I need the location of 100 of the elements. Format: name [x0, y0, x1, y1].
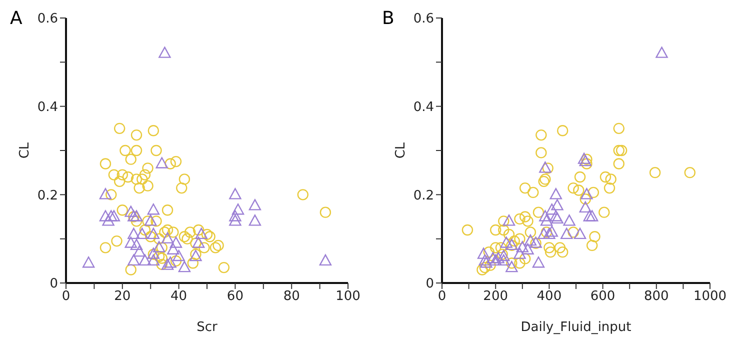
point — [495, 242, 507, 254]
point — [116, 204, 128, 216]
point — [124, 236, 137, 248]
point — [551, 212, 564, 224]
point — [167, 243, 180, 254]
point — [148, 125, 160, 136]
point — [128, 254, 140, 266]
point — [479, 262, 490, 274]
point — [500, 236, 512, 248]
point — [182, 233, 193, 244]
y-tick-label: 0.2 — [413, 188, 434, 204]
point — [522, 243, 534, 254]
point — [99, 210, 112, 222]
point — [150, 216, 162, 227]
y-axis-title: CL — [18, 142, 33, 159]
point — [139, 224, 151, 236]
point — [130, 210, 143, 222]
point — [156, 157, 168, 168]
point — [578, 152, 590, 164]
x-tick-label: 800 — [644, 289, 669, 304]
point — [540, 214, 553, 226]
y-tick-label: 0.6 — [413, 12, 434, 27]
point — [543, 228, 556, 240]
point — [581, 158, 592, 170]
point — [176, 182, 188, 194]
point — [528, 186, 539, 198]
point — [613, 158, 624, 170]
point — [613, 144, 624, 156]
point — [156, 242, 168, 254]
x-tick-label: 60 — [226, 289, 244, 304]
point — [82, 256, 95, 268]
point — [498, 216, 510, 227]
point — [519, 211, 531, 222]
point — [544, 246, 556, 258]
point — [514, 233, 526, 244]
point — [546, 204, 558, 215]
point — [540, 174, 551, 185]
point — [145, 231, 156, 242]
point — [152, 241, 166, 252]
point — [498, 224, 510, 236]
x-tick-label: 100 — [336, 289, 360, 304]
point — [100, 158, 112, 170]
point — [212, 240, 224, 252]
point — [503, 228, 515, 240]
point — [550, 188, 562, 200]
point — [589, 231, 600, 242]
point — [586, 240, 598, 252]
point — [568, 182, 579, 194]
point — [164, 256, 176, 268]
point — [130, 238, 143, 250]
chart-title: B — [382, 8, 394, 29]
point — [573, 184, 584, 196]
point — [142, 216, 154, 227]
point — [170, 156, 182, 168]
point — [114, 122, 126, 134]
point — [142, 180, 154, 192]
point — [613, 122, 624, 134]
point — [490, 242, 502, 254]
point — [490, 254, 502, 266]
x-tick-label: 80 — [283, 289, 300, 304]
point — [516, 241, 528, 252]
point — [506, 258, 518, 269]
point — [476, 264, 488, 276]
x-tick-label: 0 — [438, 289, 446, 304]
point — [133, 245, 146, 257]
point — [557, 125, 568, 136]
point — [557, 246, 568, 258]
point — [519, 253, 531, 264]
point — [142, 162, 154, 174]
point — [162, 204, 174, 216]
x-tick-label: 200 — [483, 289, 508, 304]
point — [198, 242, 210, 254]
point — [498, 254, 510, 266]
point — [105, 210, 118, 222]
point — [586, 210, 598, 222]
point — [540, 226, 552, 238]
point — [462, 224, 474, 236]
point — [536, 129, 547, 141]
point — [580, 188, 593, 200]
point — [539, 210, 552, 222]
y-axis-title: CL — [394, 142, 409, 159]
point — [162, 224, 174, 236]
point — [568, 226, 579, 238]
x-tick-label: 1000 — [693, 289, 727, 304]
x-tick-label: 40 — [170, 289, 188, 304]
point — [490, 224, 502, 236]
point — [297, 189, 308, 200]
point — [514, 258, 526, 269]
point — [124, 206, 137, 217]
point — [108, 169, 120, 180]
point — [574, 171, 586, 183]
y-tick-label: 0.4 — [37, 100, 58, 115]
point — [100, 242, 112, 254]
point — [106, 189, 117, 200]
point — [195, 228, 208, 240]
point — [130, 174, 142, 185]
point — [508, 235, 520, 247]
point — [156, 258, 168, 270]
point — [178, 174, 190, 185]
point — [600, 171, 612, 183]
